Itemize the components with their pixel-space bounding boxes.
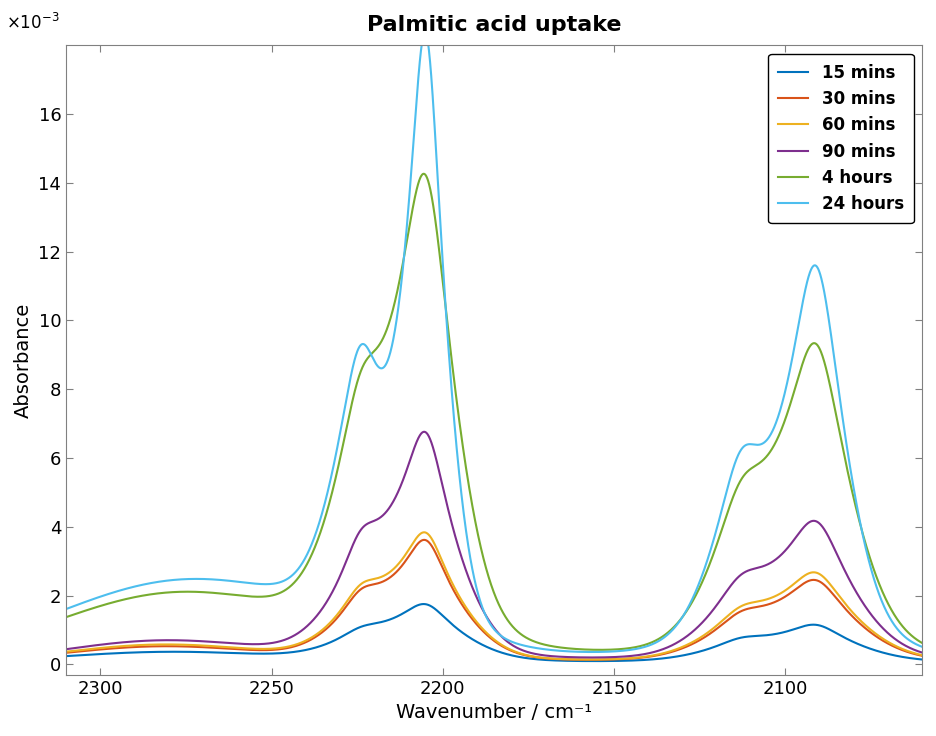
4 hours: [158, 588, 169, 597]
15 mins: [900, 653, 912, 662]
4 hours: [594, 645, 606, 654]
24 hours: [388, 329, 400, 338]
30 mins: [583, 655, 594, 664]
24 hours: [808, 261, 819, 270]
90 mins: [916, 648, 928, 657]
60 mins: [388, 564, 400, 573]
Text: $\times10^{-3}$: $\times10^{-3}$: [7, 13, 60, 32]
X-axis label: Wavenumber / cm⁻¹: Wavenumber / cm⁻¹: [396, 703, 592, 722]
60 mins: [808, 568, 819, 577]
15 mins: [417, 600, 429, 609]
30 mins: [418, 536, 430, 545]
24 hours: [419, 28, 431, 37]
15 mins: [426, 602, 437, 611]
60 mins: [900, 646, 912, 655]
24 hours: [900, 633, 912, 642]
90 mins: [209, 637, 220, 646]
24 hours: [61, 604, 72, 613]
15 mins: [388, 613, 400, 622]
30 mins: [388, 570, 400, 578]
90 mins: [426, 439, 437, 448]
Line: 60 mins: 60 mins: [66, 532, 922, 659]
60 mins: [426, 534, 437, 543]
30 mins: [808, 576, 819, 584]
Y-axis label: Absorbance: Absorbance: [14, 302, 33, 417]
24 hours: [158, 576, 169, 585]
Line: 4 hours: 4 hours: [66, 174, 922, 650]
90 mins: [158, 636, 169, 645]
30 mins: [916, 651, 928, 660]
24 hours: [426, 79, 437, 88]
90 mins: [900, 642, 912, 651]
60 mins: [209, 642, 220, 651]
Line: 24 hours: 24 hours: [66, 32, 922, 652]
90 mins: [61, 645, 72, 654]
30 mins: [426, 542, 437, 551]
60 mins: [583, 655, 594, 664]
30 mins: [158, 642, 169, 651]
60 mins: [916, 651, 928, 659]
4 hours: [916, 639, 928, 648]
Line: 15 mins: 15 mins: [66, 604, 922, 661]
4 hours: [209, 589, 220, 598]
15 mins: [808, 620, 819, 629]
30 mins: [900, 647, 912, 656]
60 mins: [61, 647, 72, 656]
30 mins: [209, 643, 220, 652]
15 mins: [158, 648, 169, 657]
15 mins: [916, 655, 928, 664]
4 hours: [900, 626, 912, 634]
90 mins: [388, 495, 400, 504]
4 hours: [388, 300, 400, 308]
4 hours: [61, 612, 72, 621]
Title: Palmitic acid uptake: Palmitic acid uptake: [367, 15, 622, 35]
90 mins: [586, 653, 597, 662]
24 hours: [587, 648, 598, 657]
15 mins: [61, 651, 72, 660]
4 hours: [418, 169, 430, 178]
4 hours: [808, 339, 819, 347]
90 mins: [418, 428, 430, 436]
30 mins: [61, 648, 72, 657]
90 mins: [808, 517, 819, 526]
15 mins: [209, 648, 220, 657]
Legend: 15 mins, 30 mins, 60 mins, 90 mins, 4 hours, 24 hours: 15 mins, 30 mins, 60 mins, 90 mins, 4 ho…: [768, 54, 914, 223]
60 mins: [418, 528, 430, 537]
4 hours: [426, 193, 437, 202]
24 hours: [916, 643, 928, 651]
24 hours: [209, 575, 220, 584]
Line: 30 mins: 30 mins: [66, 540, 922, 659]
15 mins: [589, 657, 600, 665]
Line: 90 mins: 90 mins: [66, 432, 922, 657]
60 mins: [158, 640, 169, 649]
